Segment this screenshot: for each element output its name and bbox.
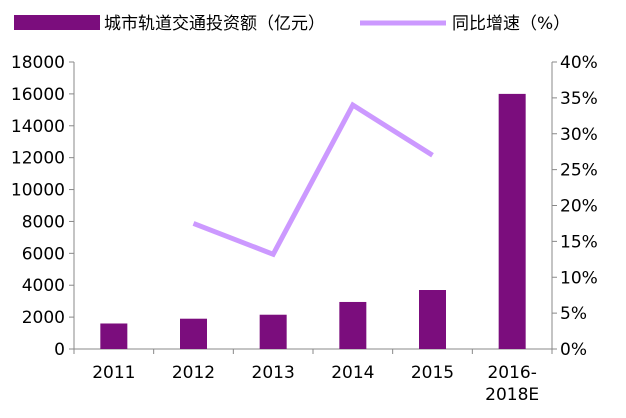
bar <box>100 323 128 349</box>
y-right-tick-label: 20% <box>560 197 598 217</box>
legend-label-line: 同比增速（%） <box>452 14 570 34</box>
legend: 城市轨道交通投资额（亿元） 同比增速（%） <box>14 14 570 34</box>
y-left-tick-label: 8000 <box>22 212 65 232</box>
y-left-tick-label: 18000 <box>11 53 65 73</box>
y-right-tick-label: 25% <box>560 161 598 181</box>
y-right-tick-label: 40% <box>560 53 598 73</box>
x-tick-label: 2014 <box>331 363 374 383</box>
x-tick-label: 2016- <box>487 363 536 383</box>
y-left-tick-label: 12000 <box>11 149 65 169</box>
bar <box>419 290 446 349</box>
growth-rate-line <box>192 101 434 258</box>
legend-label-bar: 城市轨道交通投资额（亿元） <box>104 14 325 34</box>
y-right-tick-label: 10% <box>560 268 598 288</box>
x-tick-label: 2018E <box>485 385 539 405</box>
x-tick-label: 2015 <box>411 363 454 383</box>
y-left-tick-label: 10000 <box>11 181 65 201</box>
y-right-tick-label: 5% <box>560 304 587 324</box>
y-right-tick-label: 35% <box>560 89 598 109</box>
y-right-tick-label: 30% <box>560 125 598 145</box>
y-left-tick-label: 2000 <box>22 308 65 328</box>
plot-area: 0 2000 4000 6000 8000 10000 12000 14000 16000 180… <box>11 53 598 405</box>
legend-swatch-bar <box>14 15 100 30</box>
y-left-tick-label: 0 <box>54 340 65 360</box>
y-right-tick-label: 15% <box>560 232 598 252</box>
y-left-tick-label: 6000 <box>22 244 65 264</box>
bar <box>339 301 367 349</box>
bar <box>498 93 526 349</box>
bar <box>180 318 207 349</box>
x-tick-label: 2011 <box>92 363 135 383</box>
bar <box>259 314 287 349</box>
y-left-tick-label: 14000 <box>11 117 65 137</box>
y-left-tick-label: 16000 <box>11 85 65 105</box>
y-left-tick-label: 4000 <box>22 276 65 296</box>
x-tick-label: 2012 <box>172 363 215 383</box>
y-right-tick-label: 0% <box>560 340 587 360</box>
x-tick-label: 2013 <box>252 363 295 383</box>
